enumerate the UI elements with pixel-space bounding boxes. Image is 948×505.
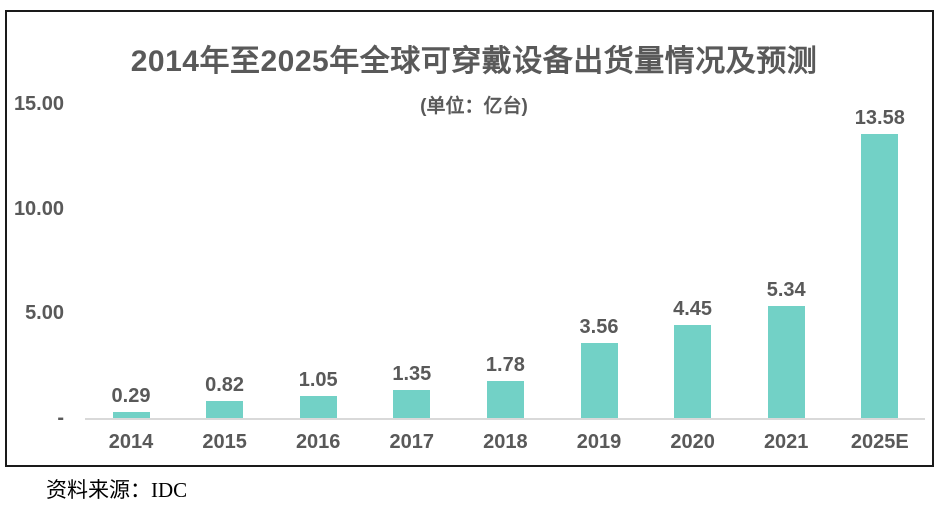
x-axis-label: 2015	[202, 431, 247, 453]
chart-frame	[5, 10, 934, 467]
bar-value-label: 3.56	[579, 316, 619, 338]
x-axis-line	[85, 418, 925, 420]
bar	[299, 396, 337, 418]
chart-subtitle: (单位：亿台)	[420, 96, 528, 117]
x-axis-label: 2019	[576, 431, 622, 453]
x-axis-label: 2020	[670, 431, 715, 453]
y-axis-tick-label: -	[57, 407, 64, 429]
bar	[206, 401, 244, 418]
x-axis-label: 2014	[108, 431, 154, 453]
bar-value-label: 1.78	[485, 354, 525, 376]
bar	[580, 343, 618, 418]
bar	[674, 325, 712, 418]
bar	[486, 381, 524, 418]
x-axis-label: 2021	[763, 431, 809, 453]
bar	[861, 134, 899, 418]
bar-value-label: 0.82	[205, 374, 245, 396]
x-axis-label: 2017	[389, 431, 435, 453]
bar	[112, 412, 150, 418]
chart-title: 2014年至2025年全球可穿戴设备出货量情况及预测	[130, 45, 818, 78]
source-note: 资料来源：IDC	[46, 478, 188, 502]
y-axis-tick-label: 15.00	[13, 93, 64, 116]
bar-value-label: 13.58	[854, 107, 905, 129]
x-axis-label: 2016	[295, 431, 341, 453]
bar	[767, 306, 805, 418]
bar-value-label: 4.45	[673, 298, 713, 320]
y-axis-tick-label: 5.00	[25, 302, 64, 325]
bar-value-label: 0.29	[111, 385, 151, 407]
bar-value-label: 1.05	[298, 369, 338, 391]
x-axis-label: 2025E	[850, 431, 909, 453]
bar-value-label: 1.35	[392, 363, 432, 385]
bar	[393, 390, 431, 418]
bar-value-label: 5.34	[766, 279, 806, 301]
x-axis-label: 2018	[483, 431, 528, 453]
y-axis-tick-label: 10.00	[13, 197, 64, 220]
